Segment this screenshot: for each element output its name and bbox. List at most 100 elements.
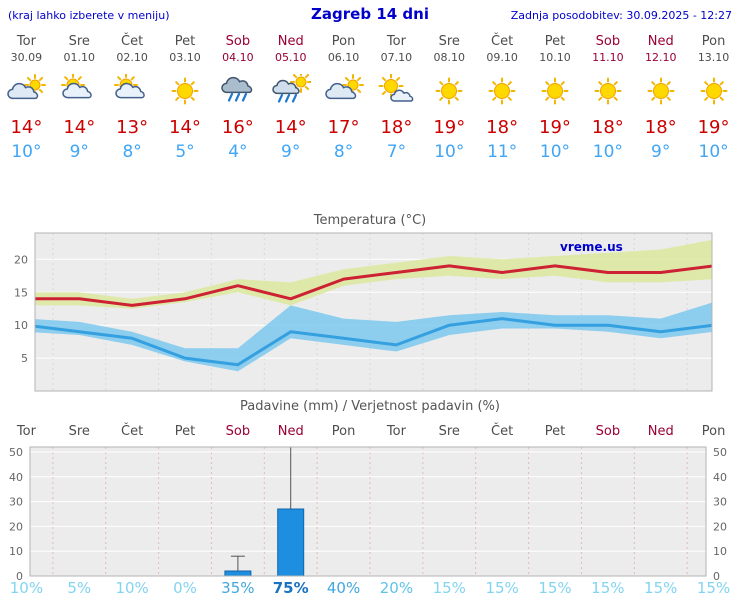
day-low-temp: 4°	[228, 142, 248, 162]
day-name: Pet	[544, 34, 566, 49]
day-low-temp: 5°	[175, 142, 195, 162]
precip-plot-area	[30, 447, 706, 576]
day-low-temp: 10°	[539, 142, 571, 162]
day-date: 09.10	[486, 51, 518, 64]
precip-probability: 0%	[173, 579, 197, 597]
day-high-temp: 18°	[644, 117, 677, 138]
day-column: Tor 07.10 18° 7°	[370, 30, 423, 162]
day-low-temp: 9°	[69, 142, 89, 162]
precip-probability: 15%	[591, 579, 625, 597]
precip-y-label-left: 0	[16, 570, 23, 583]
precip-day-label: Pet	[174, 424, 196, 439]
precip-day-label: Čet	[491, 424, 514, 439]
precip-day-label: Čet	[121, 424, 144, 439]
day-low-temp: 9°	[281, 142, 301, 162]
precip-probability: 10%	[115, 579, 149, 597]
showers-icon	[264, 72, 317, 110]
precip-probability: 15%	[644, 579, 678, 597]
day-date: 08.10	[433, 51, 466, 64]
precip-y-label-right: 40	[713, 471, 727, 484]
day-high-temp: 14°	[274, 117, 307, 138]
sunny-icon	[476, 72, 529, 110]
sunny-icon	[581, 72, 634, 110]
sunny-icon	[159, 72, 212, 110]
day-low-temp: 8°	[333, 142, 354, 162]
precip-day-label: Ned	[647, 424, 674, 439]
day-low-temp: 11°	[487, 142, 518, 162]
precip-day-label: Tor	[16, 424, 36, 439]
day-high-temp: 14°	[169, 117, 201, 138]
day-high-temp: 14°	[10, 117, 43, 138]
day-high-temp: 18°	[380, 117, 413, 138]
watermark: vreme.us	[560, 240, 623, 254]
precipitation-chart: 0 0 10 10 20 20 30 30 40 40 50 50	[9, 446, 727, 583]
precip-probability: 35%	[221, 579, 255, 597]
day-column: Pon 06.10 17° 8°	[317, 30, 370, 162]
day-date: 13.10	[697, 51, 730, 64]
precip-y-label-left: 50	[9, 446, 23, 459]
day-low-temp: 8°	[122, 142, 142, 162]
precip-probability: 10%	[9, 579, 44, 597]
day-low-temp: 10°	[592, 142, 623, 162]
precip-y-label-right: 30	[713, 496, 727, 509]
day-date: 30.09	[10, 51, 43, 64]
day-low-temp: 10°	[434, 142, 465, 162]
precip-day-label: Tor	[386, 424, 406, 439]
precip-day-label: Pet	[544, 424, 566, 439]
page-title: Zagreb 14 dni	[311, 5, 429, 23]
sunny-icon	[529, 72, 582, 110]
day-date: 07.10	[380, 51, 413, 64]
day-column: Ned 12.10 18° 9°	[634, 30, 687, 162]
precip-probability: 20%	[379, 579, 414, 597]
precip-probability-row: 10% 5% 10% 0% 35% 75% 40% 20% 15% 15% 15% 15% 15% 15%	[0, 578, 740, 598]
temp-chart-title: Temperatura (°C)	[313, 213, 427, 228]
precip-day-label: Pon	[331, 424, 356, 439]
partly-cloudy-icon	[53, 72, 106, 110]
min-temp-band	[35, 302, 712, 372]
day-column: Pet 03.10 14° 5°	[159, 30, 212, 162]
precip-probability: 15%	[485, 579, 519, 597]
day-date: 04.10	[222, 51, 254, 64]
partly-cloudy-icon	[106, 72, 159, 110]
day-column: Čet 02.10 13° 8°	[106, 30, 159, 162]
day-date: 05.10	[274, 51, 307, 64]
header: (kraj lahko izberete v meniju) Zagreb 14…	[8, 5, 732, 23]
precip-plot-border	[29, 446, 707, 577]
day-name: Tor	[386, 34, 406, 49]
day-date: 02.10	[116, 51, 148, 64]
day-low-temp: 7°	[386, 142, 407, 162]
temp-y-label: 20	[14, 253, 28, 266]
day-high-temp: 19°	[697, 117, 730, 138]
day-high-temp: 18°	[591, 117, 624, 138]
precip-probability: 15%	[432, 579, 466, 597]
day-date: 11.10	[592, 51, 624, 64]
precip-day-label: Sob	[595, 424, 621, 439]
day-name: Sob	[225, 34, 251, 49]
day-low-temp: 9°	[651, 142, 671, 162]
precip-probability: 5%	[67, 579, 92, 597]
precip-bar	[277, 508, 305, 577]
precip-day-label: Ned	[277, 424, 304, 439]
sunny-icon	[423, 72, 476, 110]
max-temp-line	[35, 264, 712, 307]
day-high-temp: 13°	[116, 117, 149, 138]
day-column: Tor 30.09 14° 10°	[0, 30, 53, 162]
temp-y-label: 10	[14, 319, 28, 332]
day-column: Pet 10.10 19° 10°	[529, 30, 582, 162]
mostly-cloudy-icon	[317, 72, 370, 110]
day-column: Pon 13.10 19° 10°	[687, 30, 740, 162]
precip-probability: 75%	[272, 579, 309, 597]
precip-y-label-left: 40	[9, 471, 23, 484]
day-name: Pon	[701, 34, 726, 49]
day-date: 03.10	[169, 51, 201, 64]
precip-chart-title: Padavine (mm) / Verjetnost padavin (%)	[240, 399, 500, 414]
day-name: Pet	[174, 34, 196, 49]
day-high-temp: 14°	[63, 117, 96, 138]
day-column: Sre 08.10 19° 10°	[423, 30, 476, 162]
min-temp-line	[35, 317, 712, 367]
day-column: Čet 09.10 18° 11°	[476, 30, 529, 162]
day-high-temp: 19°	[433, 117, 466, 138]
day-column: Sre 01.10 14° 9°	[53, 30, 106, 162]
last-updated: Zadnja posodobitev: 30.09.2025 - 12:27	[510, 9, 733, 22]
sunny-icon	[634, 72, 687, 110]
